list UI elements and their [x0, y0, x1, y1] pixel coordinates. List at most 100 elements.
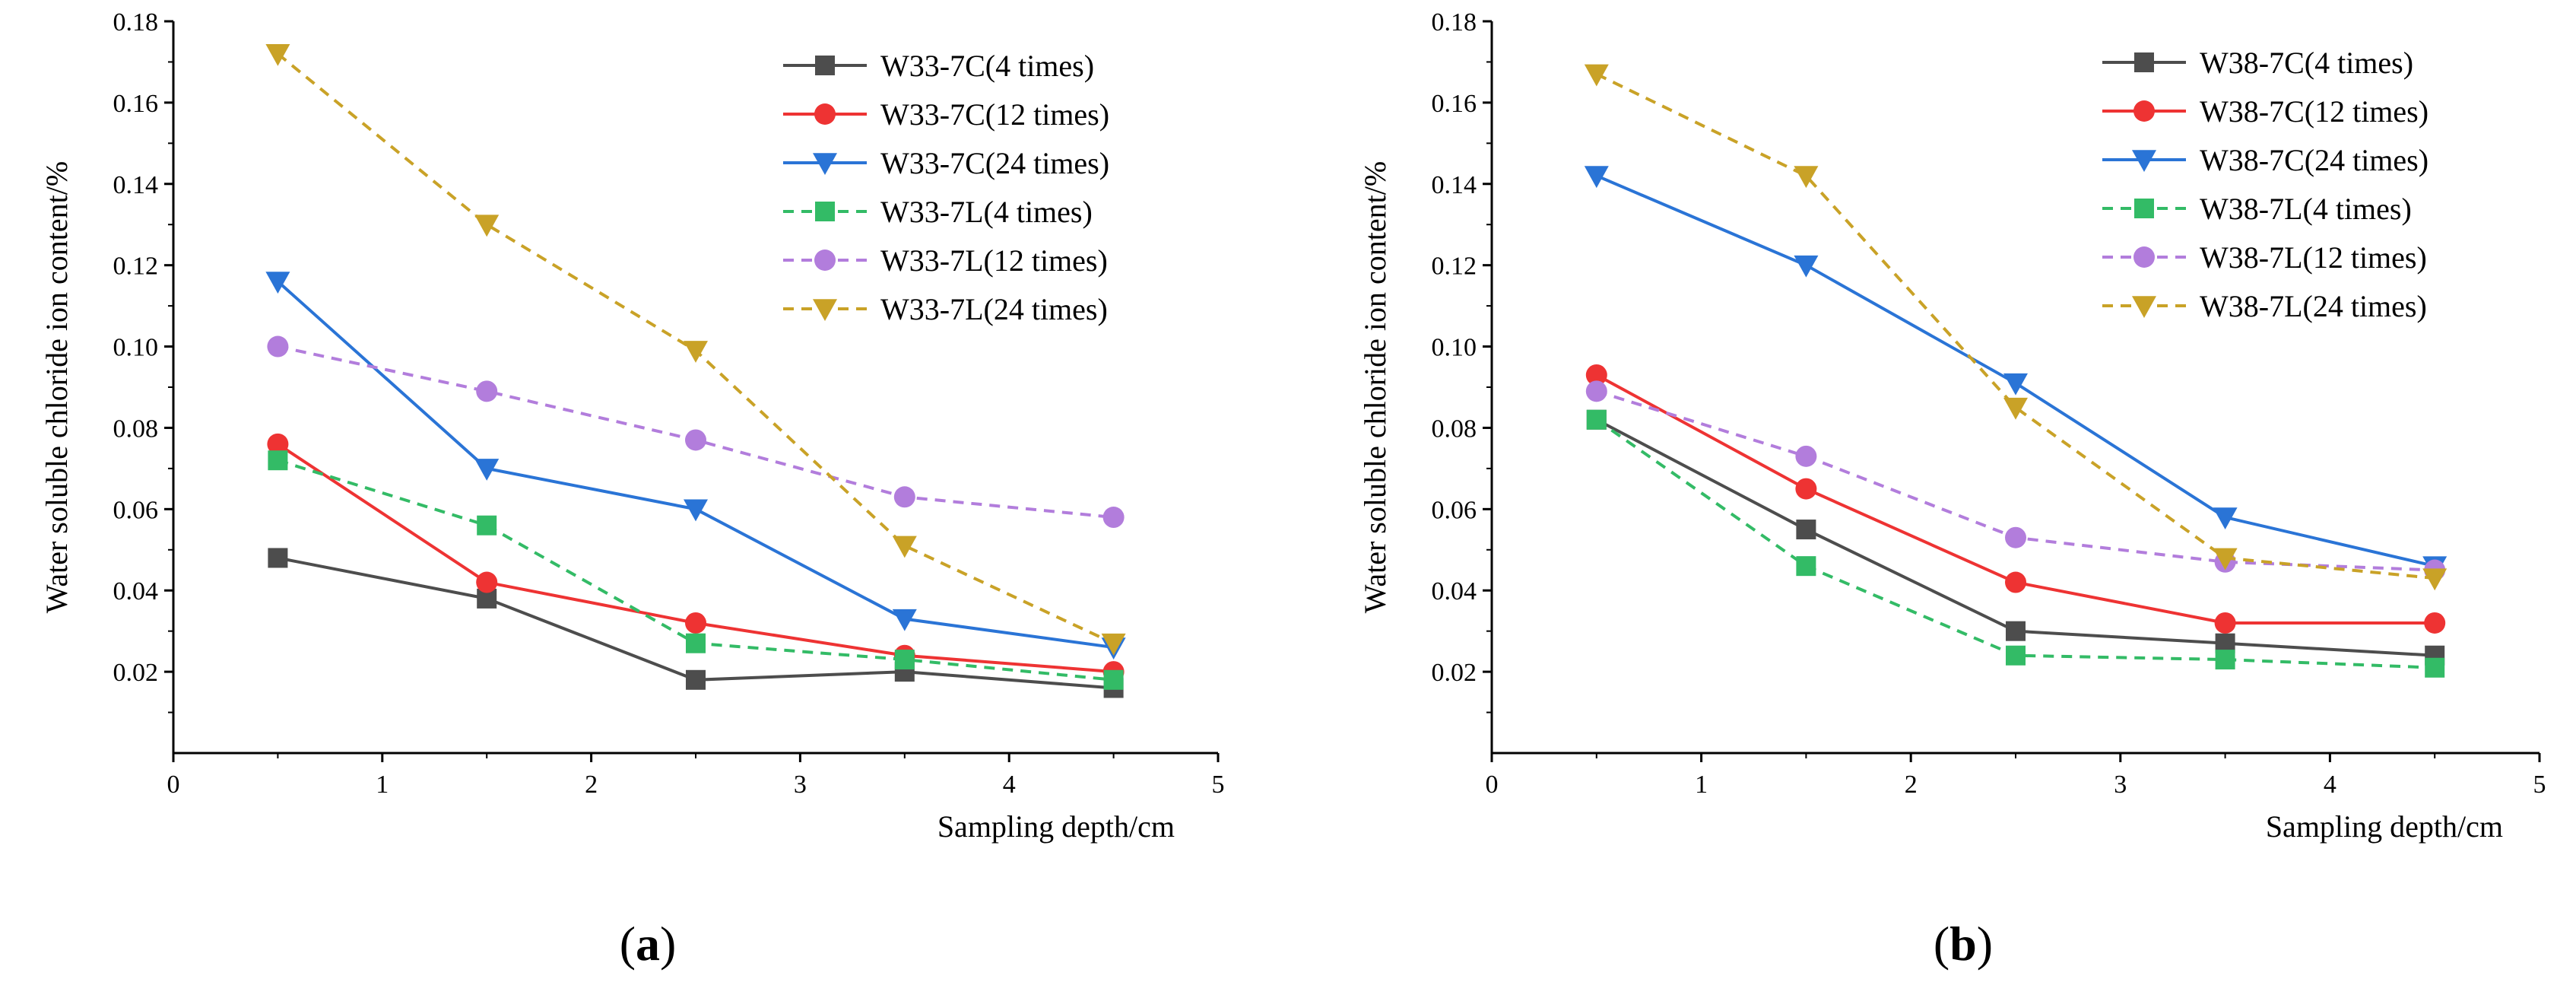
data-point [1103, 669, 1124, 690]
legend-marker [2133, 100, 2155, 122]
series-4 [267, 335, 1125, 529]
data-point [684, 499, 708, 522]
data-point [1795, 445, 1817, 467]
legend-label: W38-7L(4 times) [2200, 192, 2412, 226]
y-tick-label: 0.06 [1432, 496, 1477, 524]
y-tick-label: 0.04 [1432, 577, 1477, 605]
data-point [476, 571, 498, 593]
y-tick-label: 0.02 [113, 659, 159, 687]
panel-caption: (b) [1934, 917, 1993, 971]
data-point [684, 341, 708, 363]
data-point [685, 429, 706, 451]
data-point [1794, 166, 1819, 189]
legend-label: W33-7C(12 times) [880, 97, 1109, 132]
legend-marker [2132, 150, 2156, 172]
data-point [1584, 166, 1609, 189]
series-3 [268, 450, 1124, 690]
data-point [1796, 556, 1816, 577]
data-point [1102, 507, 1125, 529]
legend-label: W33-7L(24 times) [880, 292, 1108, 326]
y-tick-label: 0.16 [1432, 90, 1477, 118]
y-tick-label: 0.14 [113, 171, 159, 199]
data-point [474, 215, 500, 237]
x-tick-label: 1 [1695, 771, 1708, 799]
data-point [2214, 612, 2236, 634]
x-tick-label: 0 [167, 771, 180, 799]
data-point [2003, 397, 2028, 420]
legend-marker [813, 299, 837, 321]
caption-open-paren: ( [1934, 917, 1949, 971]
x-tick-label: 1 [376, 771, 389, 799]
legend-marker [2132, 296, 2156, 318]
data-point [2424, 612, 2446, 634]
x-tick-label: 3 [794, 771, 807, 799]
data-point [1585, 364, 1607, 386]
y-tick-label: 0.12 [113, 253, 159, 281]
data-point [892, 536, 917, 558]
x-tick-label: 2 [1905, 771, 1918, 799]
panel-caption: (a) [620, 917, 677, 971]
legend-marker [815, 202, 835, 221]
x-axis-title: Sampling depth/cm [2266, 809, 2503, 844]
x-tick-label: 3 [2114, 771, 2127, 799]
data-point [893, 486, 915, 508]
y-tick-label: 0.02 [1432, 659, 1477, 687]
data-point [476, 380, 498, 402]
data-point [2005, 571, 2026, 593]
legend: W33-7C(4 times) W33-7C(12 times) W33-7C(24… [783, 49, 1109, 326]
x-tick-label: 2 [585, 771, 598, 799]
data-point [685, 612, 706, 634]
x-axis-title: Sampling depth/cm [937, 809, 1175, 844]
data-point [2003, 373, 2028, 396]
y-tick-label: 0.10 [1432, 334, 1477, 362]
x-tick-label: 4 [2324, 771, 2336, 799]
legend-marker [2134, 199, 2154, 218]
data-point [2005, 526, 2026, 548]
data-point [268, 548, 288, 568]
legend-label: W33-7L(12 times) [880, 243, 1108, 278]
data-point [265, 272, 290, 294]
x-tick-label: 5 [2533, 771, 2546, 799]
legend-label: W33-7L(4 times) [880, 195, 1093, 229]
legend-label: W38-7L(12 times) [2200, 240, 2427, 275]
series-0 [268, 548, 1124, 698]
data-point [1586, 409, 1607, 430]
legend-label: W33-7C(24 times) [880, 146, 1109, 180]
data-point [2006, 645, 2026, 666]
series-3 [1586, 409, 2445, 678]
chart-panel-a: 0.02 0.04 0.06 0.08 0.10 0.12 0.14 0.16 0.18 0 1 2 3… [40, 8, 1225, 971]
data-point [1585, 380, 1607, 402]
y-tick-label: 0.08 [1432, 415, 1477, 443]
data-point [892, 609, 917, 631]
data-point [267, 433, 289, 455]
y-tick-label: 0.06 [113, 496, 159, 524]
x-tick-label: 5 [1212, 771, 1225, 799]
y-tick-label: 0.12 [1432, 253, 1477, 281]
data-point [2213, 507, 2238, 530]
data-point [2215, 650, 2235, 670]
data-point [267, 335, 289, 358]
data-point [1101, 633, 1126, 656]
legend-label: W33-7C(4 times) [880, 49, 1094, 83]
legend-label: W38-7C(12 times) [2200, 94, 2428, 129]
y-tick-label: 0.16 [113, 90, 159, 118]
data-point [894, 650, 915, 670]
chart-panel-b: 0.02 0.04 0.06 0.08 0.10 0.12 0.14 0.16 0.18 0 1 2 3… [1358, 8, 2546, 971]
legend-label: W38-7L(24 times) [2200, 289, 2427, 323]
caption-letter: b [1949, 917, 1977, 971]
legend-marker [814, 249, 836, 271]
legend-marker [814, 103, 836, 125]
x-tick-label: 4 [1003, 771, 1016, 799]
data-point [477, 515, 497, 536]
series-line [1595, 72, 2435, 580]
data-point [265, 43, 290, 66]
data-point [1584, 64, 1609, 87]
data-point [2006, 621, 2026, 641]
data-point [268, 450, 288, 471]
legend: W38-7C(4 times) W38-7C(12 times) W38-7C(24… [2102, 46, 2428, 323]
series-2 [265, 272, 1126, 660]
data-point [686, 669, 706, 690]
legend-label: W38-7C(4 times) [2200, 46, 2413, 80]
caption-close-paren: ) [660, 917, 676, 971]
